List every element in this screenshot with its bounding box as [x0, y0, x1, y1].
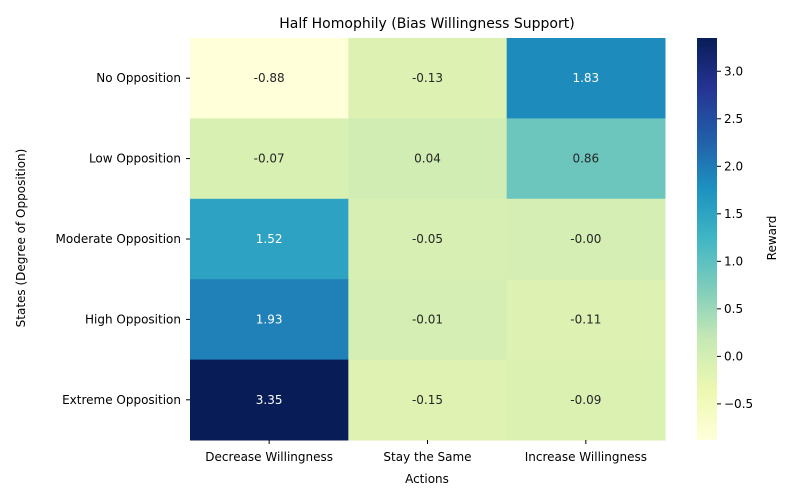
- colorbar-tick-label: 1.5: [724, 207, 743, 221]
- y-tick-label: High Opposition: [85, 312, 181, 326]
- cell-value-label: -0.88: [254, 71, 285, 85]
- heatmap-cell: [348, 38, 508, 119]
- y-axis-label: States (Degree of Opposition): [14, 149, 28, 328]
- colorbar-label: Reward: [765, 216, 779, 261]
- heatmap-cell: [506, 198, 666, 280]
- colorbar-tick-label: 0.0: [724, 349, 743, 363]
- heatmap-cell: [190, 198, 349, 280]
- heatmap-cell: [190, 38, 349, 119]
- cell-value-label: 0.04: [414, 152, 441, 166]
- heatmap-cells: -0.88 -0.13 1.83 -0.07 0.04 0.86 1.52 -0.05 -0.0…: [190, 38, 666, 441]
- cell-value-label: 0.86: [572, 152, 599, 166]
- y-tick-label: Moderate Opposition: [56, 232, 181, 246]
- cell-value-label: 1.52: [256, 232, 283, 246]
- heatmap-cell: [348, 198, 508, 280]
- chart-title: Half Homophily (Bias Willingness Support…: [279, 16, 574, 32]
- cell-value-label: -0.00: [570, 232, 601, 246]
- colorbar-tick-label: 0.5: [724, 302, 743, 316]
- cell-value-label: -0.07: [254, 152, 285, 166]
- heatmap-cell: [506, 118, 666, 200]
- heatmap-cell: [506, 279, 666, 361]
- x-axis: Decrease Willingness Stay the Same Increas…: [205, 440, 647, 464]
- cell-value-label: -0.09: [570, 393, 601, 407]
- cell-value-label: -0.05: [412, 232, 443, 246]
- colorbar-tick-label: 1.0: [724, 254, 743, 268]
- x-tick-label: Increase Willingness: [525, 450, 647, 464]
- colorbar-tick-label: 2.0: [724, 159, 743, 173]
- heatmap-cell: [348, 359, 508, 441]
- x-tick-label: Decrease Willingness: [205, 450, 333, 464]
- colorbar-tick-label: −0.5: [724, 397, 753, 411]
- y-axis: No Opposition Low Opposition Moderate Oppo…: [56, 71, 190, 407]
- colorbar-tick-label: 2.5: [724, 112, 743, 126]
- colorbar-gradient: [697, 38, 717, 440]
- cell-value-label: -0.01: [412, 312, 443, 326]
- heatmap-cell: [348, 279, 508, 361]
- heatmap-cell: [190, 359, 349, 441]
- cell-value-label: 3.35: [256, 393, 283, 407]
- cell-value-label: -0.15: [412, 393, 443, 407]
- heatmap-cell: [506, 359, 666, 441]
- x-axis-label: Actions: [405, 472, 449, 486]
- cell-value-label: 1.93: [256, 312, 283, 326]
- x-tick-label: Stay the Same: [383, 450, 471, 464]
- y-tick-label: Extreme Opposition: [62, 393, 181, 407]
- y-tick-label: Low Opposition: [89, 152, 181, 166]
- heatmap-cell: [506, 38, 666, 119]
- heatmap-cell: [190, 279, 349, 361]
- cell-value-label: -0.11: [570, 312, 601, 326]
- cell-value-label: -0.13: [412, 71, 443, 85]
- colorbar-tick-label: 3.0: [724, 64, 743, 78]
- heatmap-cell: [190, 118, 349, 200]
- cell-value-label: 1.83: [572, 71, 599, 85]
- heatmap-cell: [348, 118, 508, 200]
- colorbar: −0.5 0.0 0.5 1.0 1.5 2.0 2.5 3.0: [697, 38, 753, 440]
- y-tick-label: No Opposition: [96, 71, 181, 85]
